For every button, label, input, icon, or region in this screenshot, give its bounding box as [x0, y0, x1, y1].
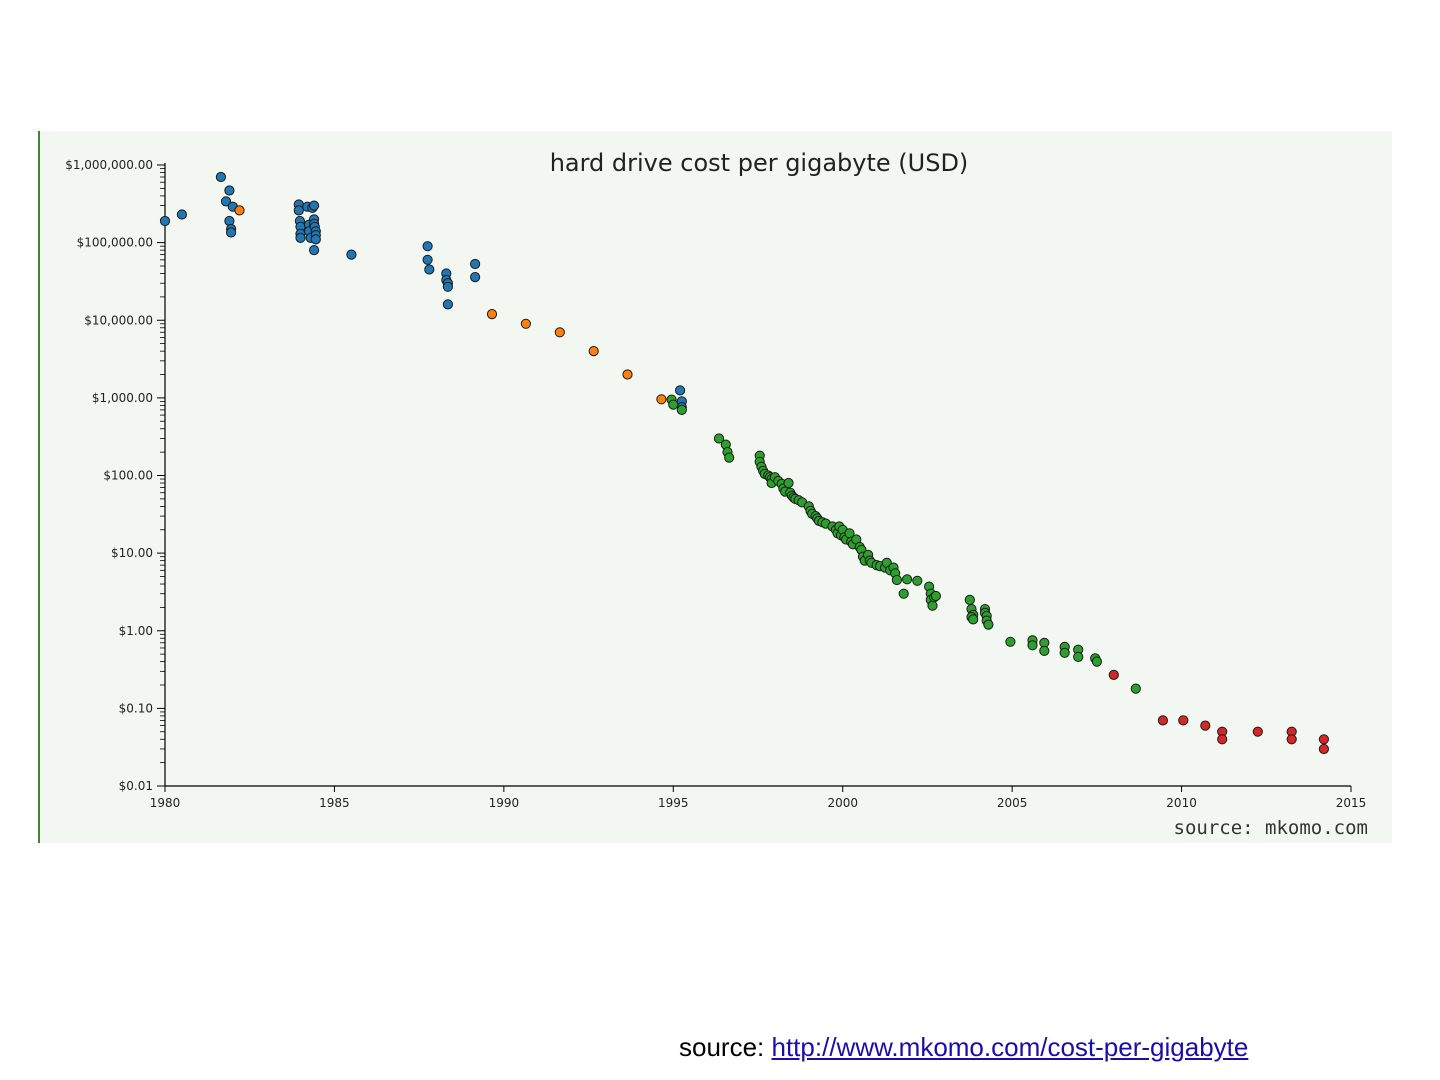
- data-point: [310, 234, 321, 245]
- data-point: [226, 227, 237, 238]
- data-point: [486, 309, 498, 320]
- y-tick-label: $1.00: [119, 624, 153, 638]
- x-tick-label: 2010: [1166, 796, 1197, 810]
- data-point: [1217, 734, 1228, 745]
- data-point: [927, 600, 938, 611]
- data-point: [176, 209, 187, 220]
- data-point: [422, 241, 433, 252]
- data-point: [588, 346, 599, 357]
- data-point: [442, 281, 453, 292]
- x-tick-label: 1980: [150, 796, 181, 810]
- data-point: [442, 299, 453, 310]
- scatter-chart: hard drive cost per gigabyte (USD) $1,00…: [65, 149, 1368, 839]
- y-tick-label: $1,000.00: [92, 391, 153, 405]
- data-point: [1073, 651, 1084, 663]
- data-point: [309, 200, 320, 211]
- data-point: [1108, 669, 1119, 681]
- data-point: [656, 394, 667, 405]
- y-tick-label: $10,000.00: [84, 313, 153, 327]
- data-point: [898, 588, 909, 599]
- y-tick-label: $0.01: [119, 779, 153, 793]
- data-point: [1039, 645, 1050, 657]
- data-point: [1318, 734, 1330, 745]
- x-tick-label: 1985: [319, 796, 350, 810]
- data-point: [675, 385, 686, 396]
- data-point: [968, 614, 979, 625]
- data-point: [891, 574, 903, 586]
- y-tick-label: $10.00: [111, 546, 153, 560]
- data-point: [295, 232, 306, 244]
- x-tick-label: 1995: [658, 796, 689, 810]
- y-tick-label: $1,000,000.00: [65, 158, 153, 172]
- data-point: [1178, 715, 1189, 726]
- data-points: [159, 171, 1330, 755]
- y-tick-label: $100,000.00: [77, 236, 153, 250]
- chart-panel: hard drive cost per gigabyte (USD) $1,00…: [38, 131, 1392, 843]
- data-point: [1286, 734, 1297, 745]
- footer-source-prefix: source:: [679, 1032, 772, 1062]
- data-point: [1091, 656, 1103, 667]
- data-point: [470, 272, 481, 283]
- chart-credit: source: mkomo.com: [1174, 817, 1368, 839]
- data-point: [713, 433, 725, 444]
- axes: $1,000,000.00 $100,000.00 $10,000.00 $1,000…: [65, 158, 1366, 810]
- data-point: [902, 574, 913, 585]
- data-point: [159, 215, 171, 227]
- data-point: [1130, 683, 1141, 694]
- data-point: [676, 404, 687, 415]
- data-point: [470, 258, 481, 270]
- y-tick-label: $100.00: [103, 469, 153, 483]
- data-point: [224, 185, 235, 196]
- x-tick-label: 2005: [997, 796, 1028, 810]
- data-point: [215, 171, 226, 183]
- x-tick-label: 2000: [827, 796, 858, 810]
- data-point: [724, 452, 735, 463]
- data-point: [1200, 720, 1211, 731]
- x-tick-label: 1990: [489, 796, 520, 810]
- data-point: [1157, 715, 1169, 726]
- data-point: [912, 575, 923, 586]
- footer-source: source: http://www.mkomo.com/cost-per-gi…: [679, 1032, 1248, 1063]
- data-point: [346, 249, 357, 260]
- data-point: [293, 205, 304, 216]
- data-point: [1059, 647, 1070, 658]
- data-point: [930, 590, 942, 602]
- data-point: [1252, 726, 1263, 737]
- y-tick-label: $0.10: [119, 701, 153, 715]
- data-point: [234, 205, 245, 216]
- data-point: [1027, 640, 1038, 651]
- data-point: [1005, 636, 1016, 647]
- data-point: [520, 318, 531, 329]
- data-point: [1318, 743, 1330, 755]
- data-point: [554, 327, 565, 338]
- data-point: [309, 245, 320, 256]
- chart-title: hard drive cost per gigabyte (USD): [550, 149, 969, 177]
- data-point: [220, 196, 232, 207]
- data-point: [964, 594, 975, 605]
- x-tick-label: 2015: [1336, 796, 1367, 810]
- data-point: [622, 369, 633, 380]
- data-point: [983, 619, 994, 630]
- footer-source-link[interactable]: http://www.mkomo.com/cost-per-gigabyte: [771, 1032, 1249, 1062]
- data-point: [783, 477, 794, 489]
- data-point: [668, 399, 679, 410]
- data-point: [424, 264, 435, 275]
- data-point: [422, 254, 433, 265]
